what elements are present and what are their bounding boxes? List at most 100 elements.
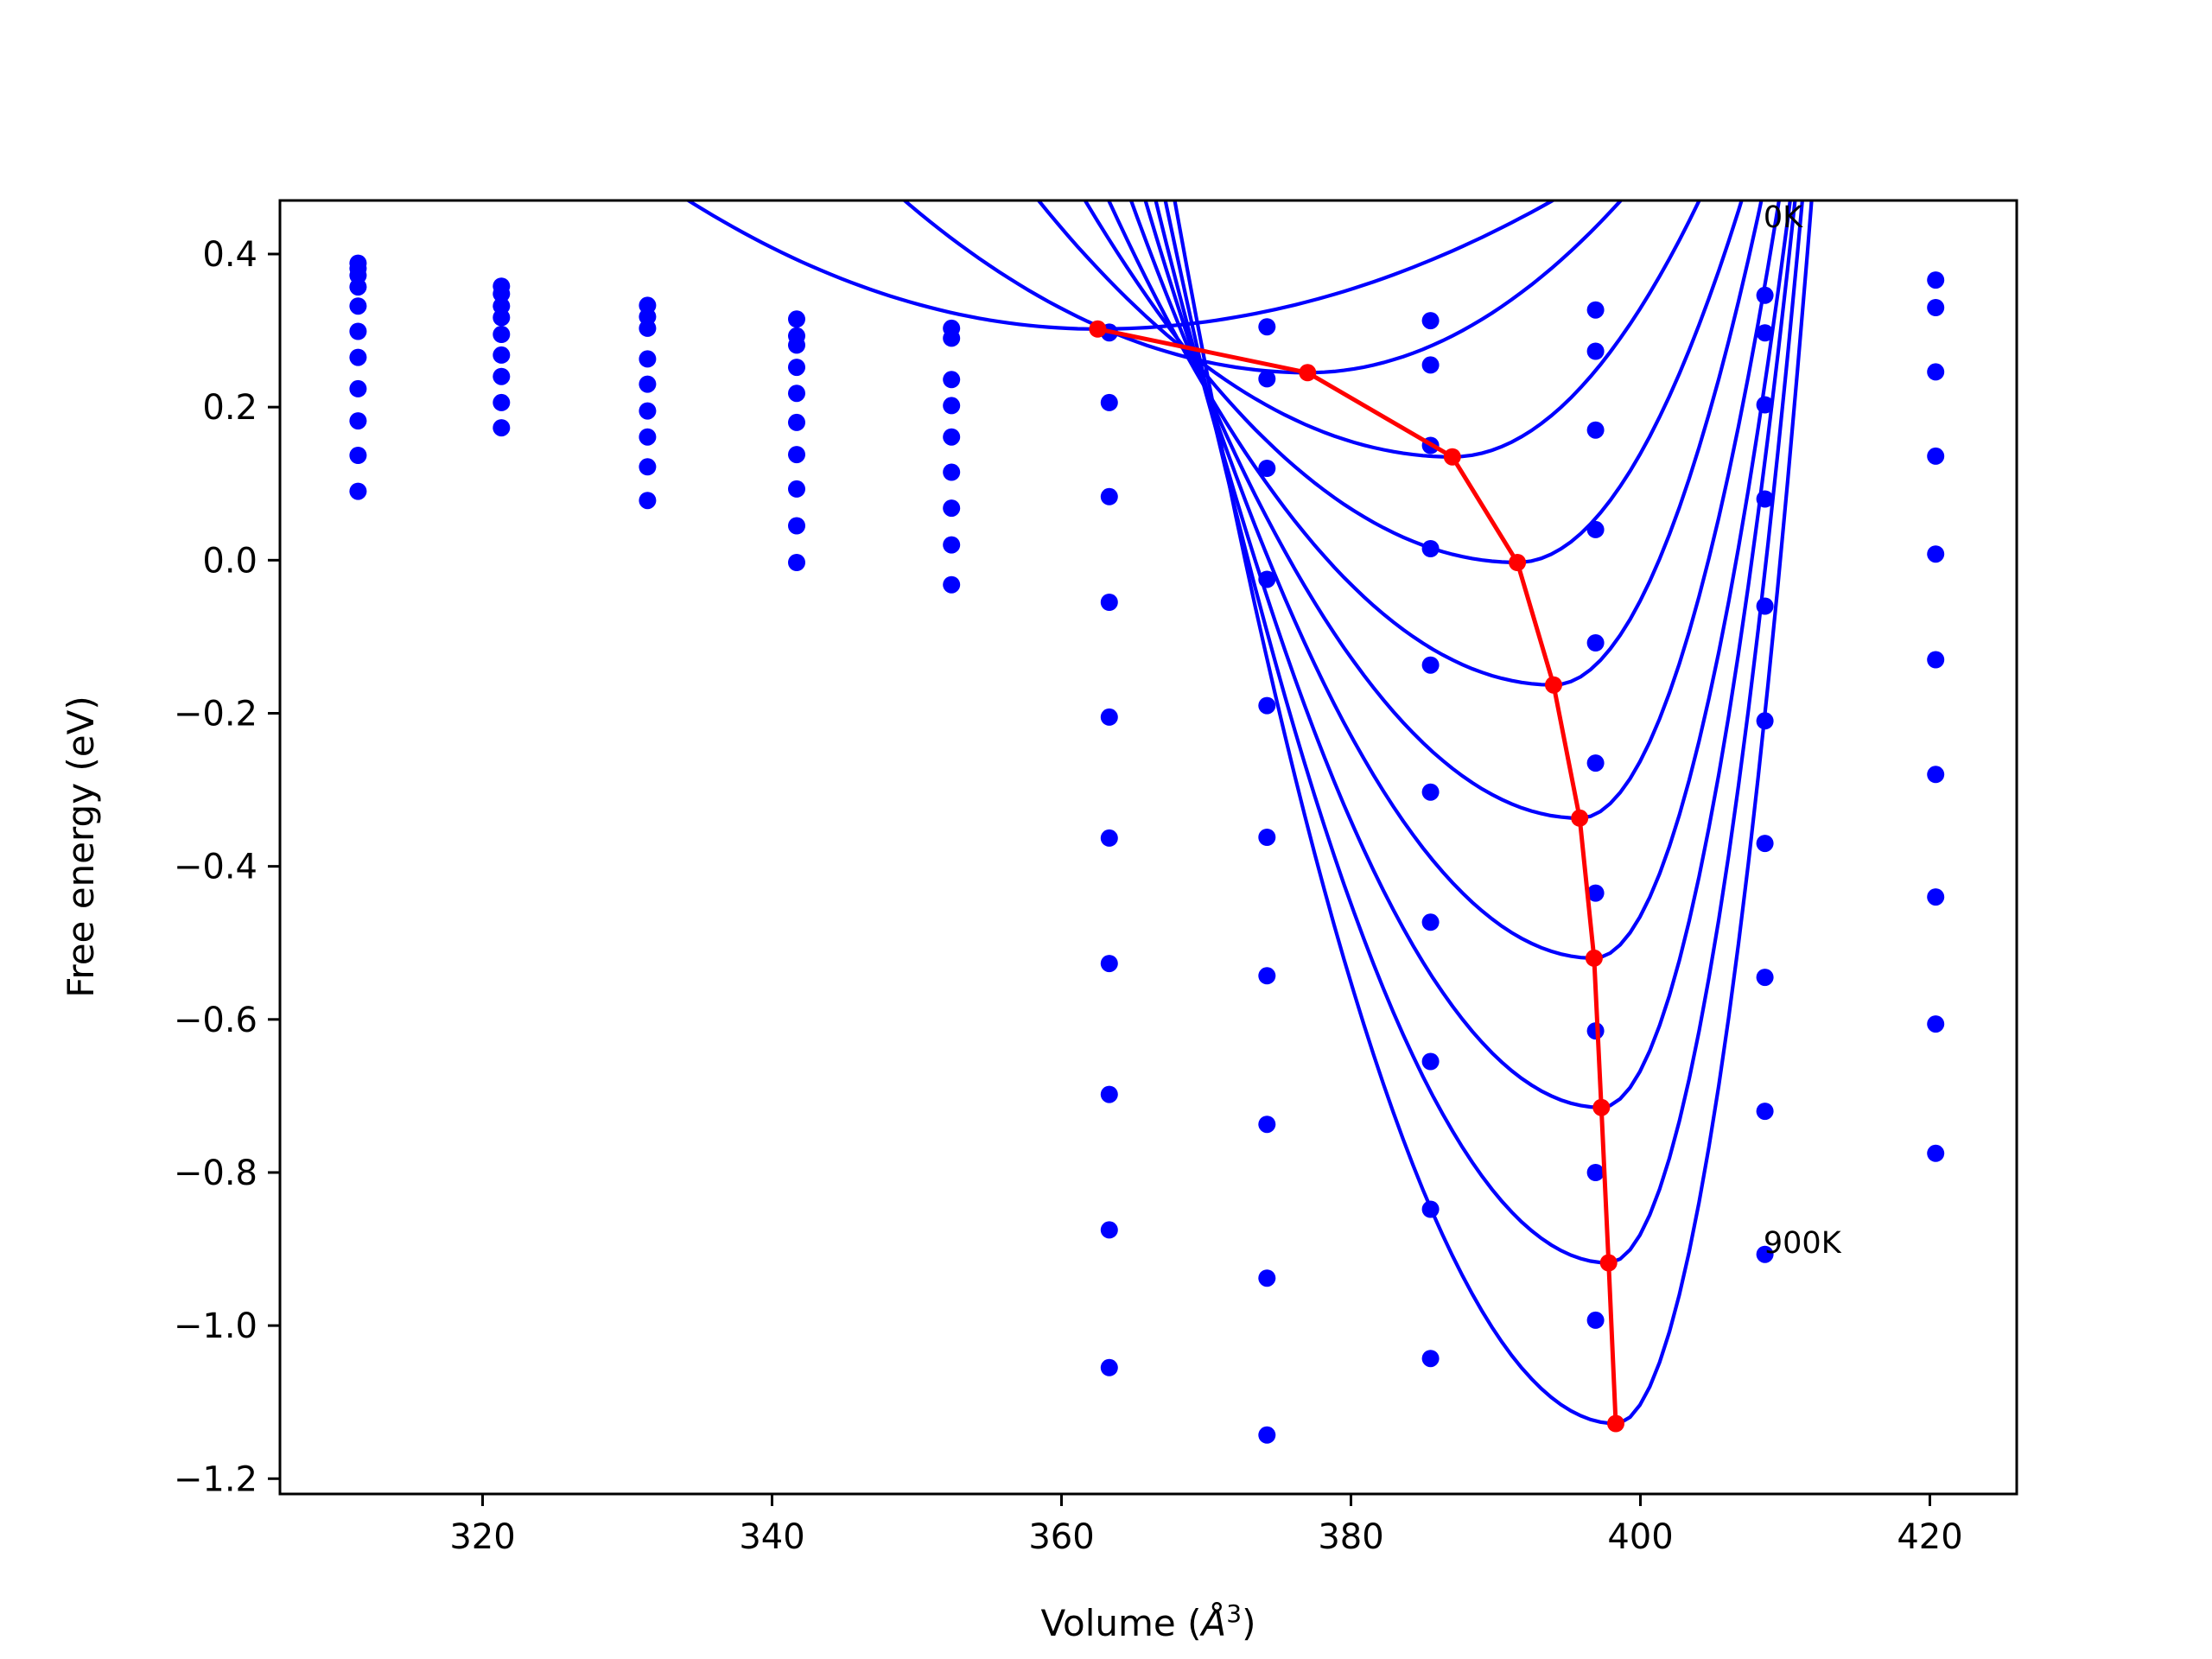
data-point	[349, 482, 367, 500]
data-point	[1100, 393, 1118, 411]
equilibrium-point	[1545, 676, 1562, 694]
y-tick-label: −0.4	[174, 848, 257, 887]
data-point	[788, 310, 805, 328]
data-point	[349, 379, 367, 397]
data-point	[639, 492, 657, 510]
y-tick-label: −1.0	[174, 1306, 257, 1346]
equilibrium-point	[1571, 809, 1589, 827]
fit-curve-600k	[1143, 200, 1792, 961]
fit-curve-200k	[1036, 200, 1701, 459]
data-point	[1586, 421, 1605, 439]
data-point	[1421, 540, 1440, 557]
equilibrium-point	[1443, 448, 1461, 466]
data-point	[493, 346, 511, 364]
data-point	[1100, 487, 1118, 505]
data-point	[788, 336, 805, 354]
data-point	[1586, 342, 1605, 360]
data-point	[1927, 545, 1945, 563]
data-point	[493, 367, 511, 385]
data-point	[1756, 1245, 1774, 1263]
data-point	[639, 458, 657, 476]
data-point	[943, 499, 961, 518]
data-point	[349, 297, 367, 315]
data-point	[349, 322, 367, 340]
equilibrium-volume-line	[1096, 327, 1618, 1424]
data-point	[1927, 1144, 1945, 1162]
data-point	[788, 446, 805, 464]
data-point	[1421, 356, 1440, 374]
x-axis-label-suffix: )	[1242, 1602, 1255, 1644]
fit-curve-700k	[1154, 200, 1797, 1109]
data-point	[788, 517, 805, 535]
data-point	[1258, 1426, 1276, 1444]
data-point	[349, 348, 367, 366]
data-point	[788, 554, 805, 571]
temperature-annotation: 900K	[1764, 1226, 1842, 1261]
temperature-annotation: 0K	[1764, 200, 1803, 235]
fit-curve-100k	[901, 200, 1624, 375]
data-point	[1586, 520, 1605, 538]
x-axis-label-power: 3	[1226, 1599, 1242, 1628]
y-axis-label: Free energy (eV)	[60, 696, 102, 998]
data-point	[1586, 1164, 1605, 1181]
data-point	[349, 278, 367, 296]
data-point	[1421, 1200, 1440, 1218]
data-point	[1756, 324, 1774, 342]
data-point	[1421, 913, 1440, 931]
equilibrium-point	[1089, 320, 1107, 338]
data-point	[1756, 1103, 1774, 1121]
data-point	[493, 393, 511, 411]
equilibrium-point	[1607, 1414, 1624, 1433]
data-point	[1100, 829, 1118, 847]
data-point	[1258, 1116, 1276, 1134]
data-point	[1100, 708, 1118, 726]
data-point	[493, 326, 511, 343]
x-tick-label: 320	[449, 1517, 515, 1557]
y-tick-label: −0.8	[174, 1154, 257, 1193]
data-point	[1100, 955, 1118, 973]
data-point	[493, 308, 511, 327]
data-point	[1756, 712, 1774, 730]
fit-curve-900k	[1173, 200, 1814, 1426]
data-point	[788, 413, 805, 431]
fit-curve-300k	[1083, 200, 1744, 565]
data-point	[1258, 829, 1276, 846]
data-point	[1927, 1015, 1945, 1033]
data-point	[1100, 1358, 1118, 1376]
data-point	[1586, 1311, 1605, 1329]
data-point	[349, 447, 367, 464]
data-point	[639, 428, 657, 446]
data-point	[349, 412, 367, 430]
data-point	[1258, 967, 1276, 985]
data-point	[1258, 696, 1276, 715]
data-point	[1586, 754, 1605, 772]
data-point	[1421, 783, 1440, 801]
data-point	[943, 536, 961, 554]
data-point	[639, 375, 657, 393]
data-points	[349, 254, 1945, 1444]
data-point	[639, 350, 657, 368]
data-point	[1258, 460, 1276, 477]
data-point	[639, 319, 657, 337]
data-point	[1258, 1269, 1276, 1287]
y-tick-label: −0.6	[174, 1001, 257, 1040]
x-tick-label: 420	[1897, 1517, 1962, 1557]
data-point	[1258, 370, 1276, 388]
equilibrium-line	[1089, 320, 1624, 1433]
data-point	[1756, 597, 1774, 615]
equilibrium-point	[1592, 1098, 1611, 1116]
x-axis-ticks: 320 340 360 380 400 420	[449, 1494, 1963, 1557]
data-point	[943, 397, 961, 415]
data-point	[1421, 1350, 1440, 1368]
data-point	[1258, 570, 1276, 588]
x-tick-label: 400	[1607, 1517, 1673, 1557]
data-point	[1421, 656, 1440, 674]
y-tick-label: 0.2	[202, 388, 257, 428]
x-tick-label: 340	[739, 1517, 804, 1557]
x-axis-label: Volume (Å3)	[1041, 1599, 1256, 1644]
x-axis-label-prefix: Volume (	[1041, 1602, 1202, 1644]
data-point	[1100, 1221, 1118, 1239]
annotations: 0K 900K	[1764, 200, 1842, 1261]
